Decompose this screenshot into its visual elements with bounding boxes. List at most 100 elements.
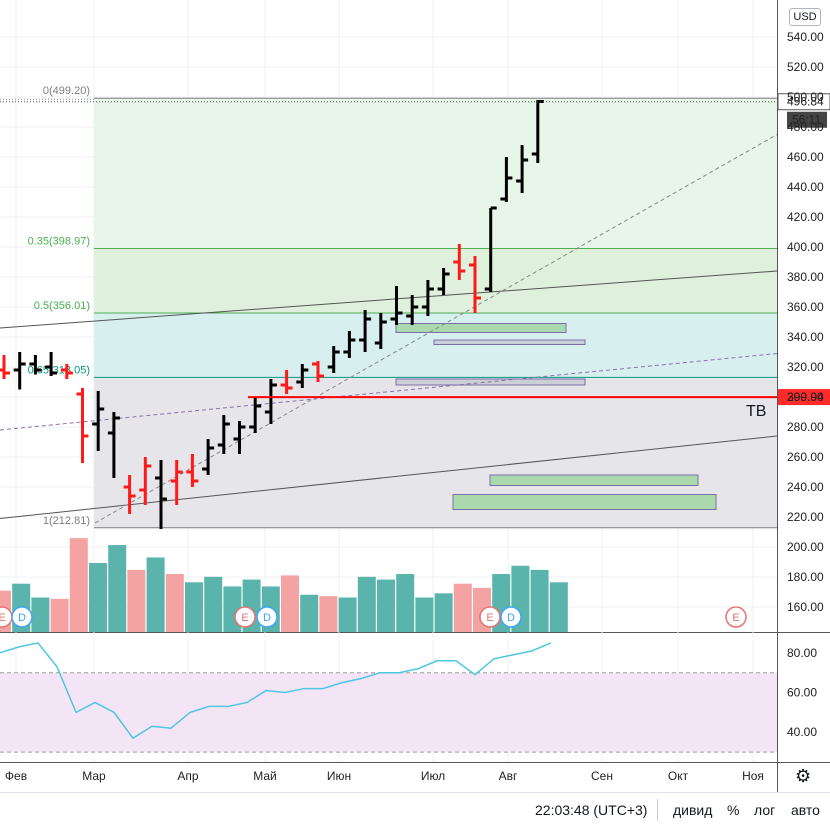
adjust-dividends-button[interactable]: дивид (673, 802, 713, 818)
auto-scale-button[interactable]: авто (791, 802, 820, 818)
ohlc-bar (202, 439, 215, 475)
volume-bar (530, 569, 549, 632)
price-tick-label: 480.00 (787, 120, 824, 134)
earnings-marker-label: E (241, 612, 248, 624)
earnings-icon (234, 606, 256, 628)
ohlc-bar (217, 415, 230, 454)
volume-bar (319, 596, 338, 632)
dividend-marker-label: D (507, 612, 515, 624)
ohlc-bar (437, 268, 450, 295)
ohlc-bar (60, 364, 73, 379)
volume-bar (89, 563, 107, 632)
volume-bar (357, 576, 376, 632)
fib-level-label: 1(212.81) (43, 515, 90, 527)
ohlc-bar (155, 460, 167, 529)
volume-bar (31, 597, 50, 632)
level-price-tag (778, 389, 830, 406)
status-bar: 22:03:48 (UTC+3) дивид % лог авто (0, 792, 830, 827)
volume-bar (146, 557, 165, 632)
rsi-panel: 80.00 60.00 40.00 (0, 642, 817, 753)
price-tick-label: 400.00 (787, 240, 824, 254)
ohlc-bar (374, 313, 387, 349)
time-tick-label: Июл (421, 769, 445, 783)
ohlc-bar (500, 157, 513, 202)
price-zone-box (452, 494, 717, 510)
rsi-tick-label: 80.00 (787, 646, 817, 660)
volume-bar (108, 545, 127, 632)
price-tick-label: 380.00 (787, 270, 824, 284)
rsi-tick-label: 60.00 (787, 686, 817, 700)
fib-level-label: 0(499.20) (43, 85, 90, 97)
clock-display[interactable]: 22:03:48 (UTC+3) (535, 802, 648, 818)
dividend-marker-label: D (18, 612, 26, 624)
volume-bar (127, 569, 146, 632)
settings-gear-icon[interactable]: ⚙ (795, 766, 812, 786)
ohlc-bar (406, 295, 419, 325)
ohlc-bar (343, 331, 356, 358)
price-zone-box (433, 339, 586, 345)
ohlc-bar (453, 244, 466, 280)
time-tick-label: Авг (499, 769, 518, 783)
price-tick-label: 520.00 (787, 60, 824, 74)
price-tick-label: 160.00 (787, 600, 824, 614)
currency-badge[interactable]: USD (789, 8, 821, 26)
dividend-icon (256, 606, 278, 628)
volume-bar (50, 598, 69, 632)
ohlc-bar (516, 145, 529, 193)
ohlc-bar (13, 352, 26, 390)
price-tick-label: 360.00 (787, 300, 824, 314)
ohlc-bar (469, 256, 481, 313)
ohlc-bar (123, 475, 136, 514)
ohlc-bar (327, 346, 340, 373)
price-tick-label: 440.00 (787, 180, 824, 194)
chart-canvas[interactable]: 0(499.20) 0.35(398.97) 0.5(356.01) 0.65(313… (0, 0, 830, 792)
log-scale-button[interactable]: лог (754, 802, 776, 818)
ohlc-bar (45, 352, 58, 376)
tb-annotation[interactable]: ТВ (746, 403, 766, 420)
earnings-marker-label: E (732, 612, 739, 624)
ohlc-bar (29, 355, 42, 375)
time-tick-label: Ноя (742, 769, 764, 783)
time-tick-label: Окт (668, 769, 689, 783)
percent-scale-button[interactable]: % (727, 802, 740, 818)
fibonacci-retracement[interactable]: 0(499.20) 0.35(398.97) 0.5(356.01) 0.65(313… (0, 85, 777, 529)
fib-zone (94, 312, 777, 378)
ohlc-bar (280, 370, 293, 394)
earnings-marker-label: E (0, 612, 6, 624)
volume-bar (300, 594, 319, 632)
ohlc-bar (107, 412, 120, 478)
last-price-label: 496.84 (787, 95, 824, 109)
volume-bar (549, 582, 568, 632)
price-tick-label: 260.00 (787, 450, 824, 464)
axes: Фев Мар Апр Май Июн Июл Авг Сен Окт Ноя 540.00 520.… (5, 30, 824, 783)
volume-bar (434, 593, 453, 632)
rsi-tick-label: 40.00 (787, 725, 817, 739)
dividend-icon (500, 606, 522, 628)
price-tick-label: 420.00 (787, 210, 824, 224)
price-tick-label: 540.00 (787, 30, 824, 44)
volume-bar (69, 538, 88, 632)
ohlc-bar (264, 379, 277, 424)
earnings-icon (725, 606, 747, 628)
earnings-icon (479, 606, 501, 628)
price-tick-label: 280.00 (787, 420, 824, 434)
price-tick-label: 240.00 (787, 480, 824, 494)
price-tick-label: 180.00 (787, 570, 824, 584)
time-tick-label: Фев (5, 769, 27, 783)
volume-bar (165, 574, 184, 632)
volume-bar (396, 574, 415, 632)
fib-zone (94, 248, 777, 313)
ohlc-bar (390, 286, 403, 325)
price-bars (0, 100, 544, 529)
time-tick-label: Май (253, 769, 277, 783)
ohlc-bar (0, 355, 10, 379)
time-tick-label: Мар (82, 769, 106, 783)
ohlc-bar (76, 388, 89, 463)
ohlc-bar (170, 460, 183, 505)
horizontal-levels[interactable]: 299.94 496.84 56:11 (0, 93, 830, 406)
volume-bar (377, 579, 395, 632)
rectangle-zones[interactable] (395, 323, 717, 510)
ohlc-bar (484, 206, 497, 292)
ohlc-bar (421, 280, 434, 316)
